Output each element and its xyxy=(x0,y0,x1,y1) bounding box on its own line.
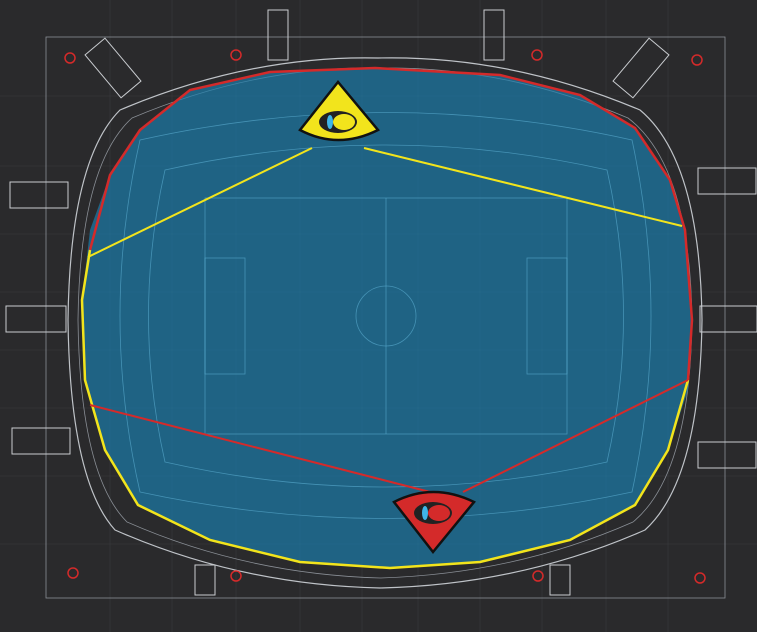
stadium-diagram xyxy=(0,0,757,632)
page: (() => { const data = JSON.parse(documen… xyxy=(0,0,757,632)
coverage-area xyxy=(82,68,692,568)
